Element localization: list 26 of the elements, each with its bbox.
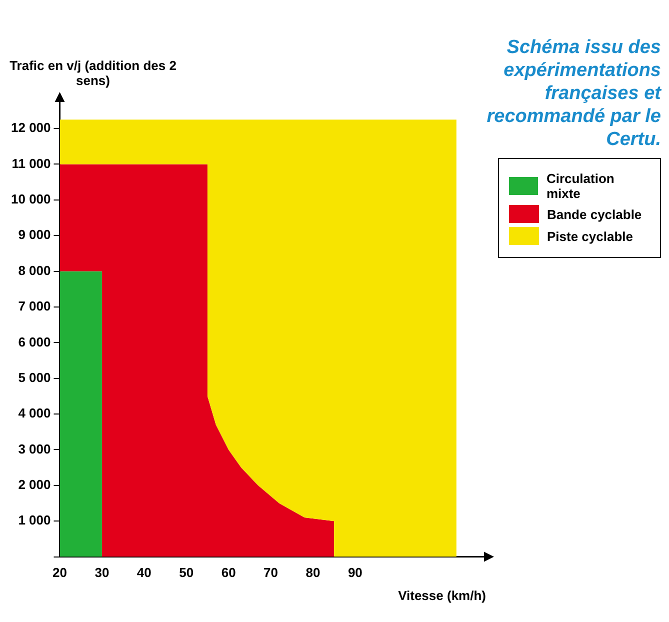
y-tick-label: 5 000 [18,370,51,385]
x-tick-label: 90 [348,565,362,580]
x-tick-label: 20 [52,565,67,580]
x-tick-label: 60 [221,565,236,580]
legend-label: Piste cyclable [547,228,633,244]
x-axis-title: Vitesse (km/h) [398,588,486,603]
y-tick-label: 3 000 [18,441,51,456]
x-tick-label: 30 [94,565,110,580]
y-tick-label: 11 000 [12,156,51,171]
x-tick-label: 70 [264,565,278,580]
y-tick-label: 10 000 [10,192,51,207]
x-tick-label: 80 [306,565,320,580]
legend-label: Circulation mixte [546,171,616,201]
y-tick-label: 6 000 [18,334,51,350]
y-axis-title: Trafic en v/j (addition des 2 sens) [8,58,178,88]
y-tick-label: 2 000 [18,477,51,492]
x-tick-label: 40 [136,565,152,580]
y-tick-label: 1 000 [18,512,51,528]
y-tick-label: 7 000 [18,298,51,314]
y-tick-label: 8 000 [18,262,51,278]
y-tick-label: 4 000 [18,406,51,421]
legend-label: Bande cyclable [547,206,642,222]
y-tick-label: 9 000 [18,227,51,242]
y-tick-label: 12 000 [10,120,51,136]
text: Schéma issu des expérimentations françaises et recommandé par le Certu. [486,36,661,151]
x-tick-label: 50 [179,565,194,580]
